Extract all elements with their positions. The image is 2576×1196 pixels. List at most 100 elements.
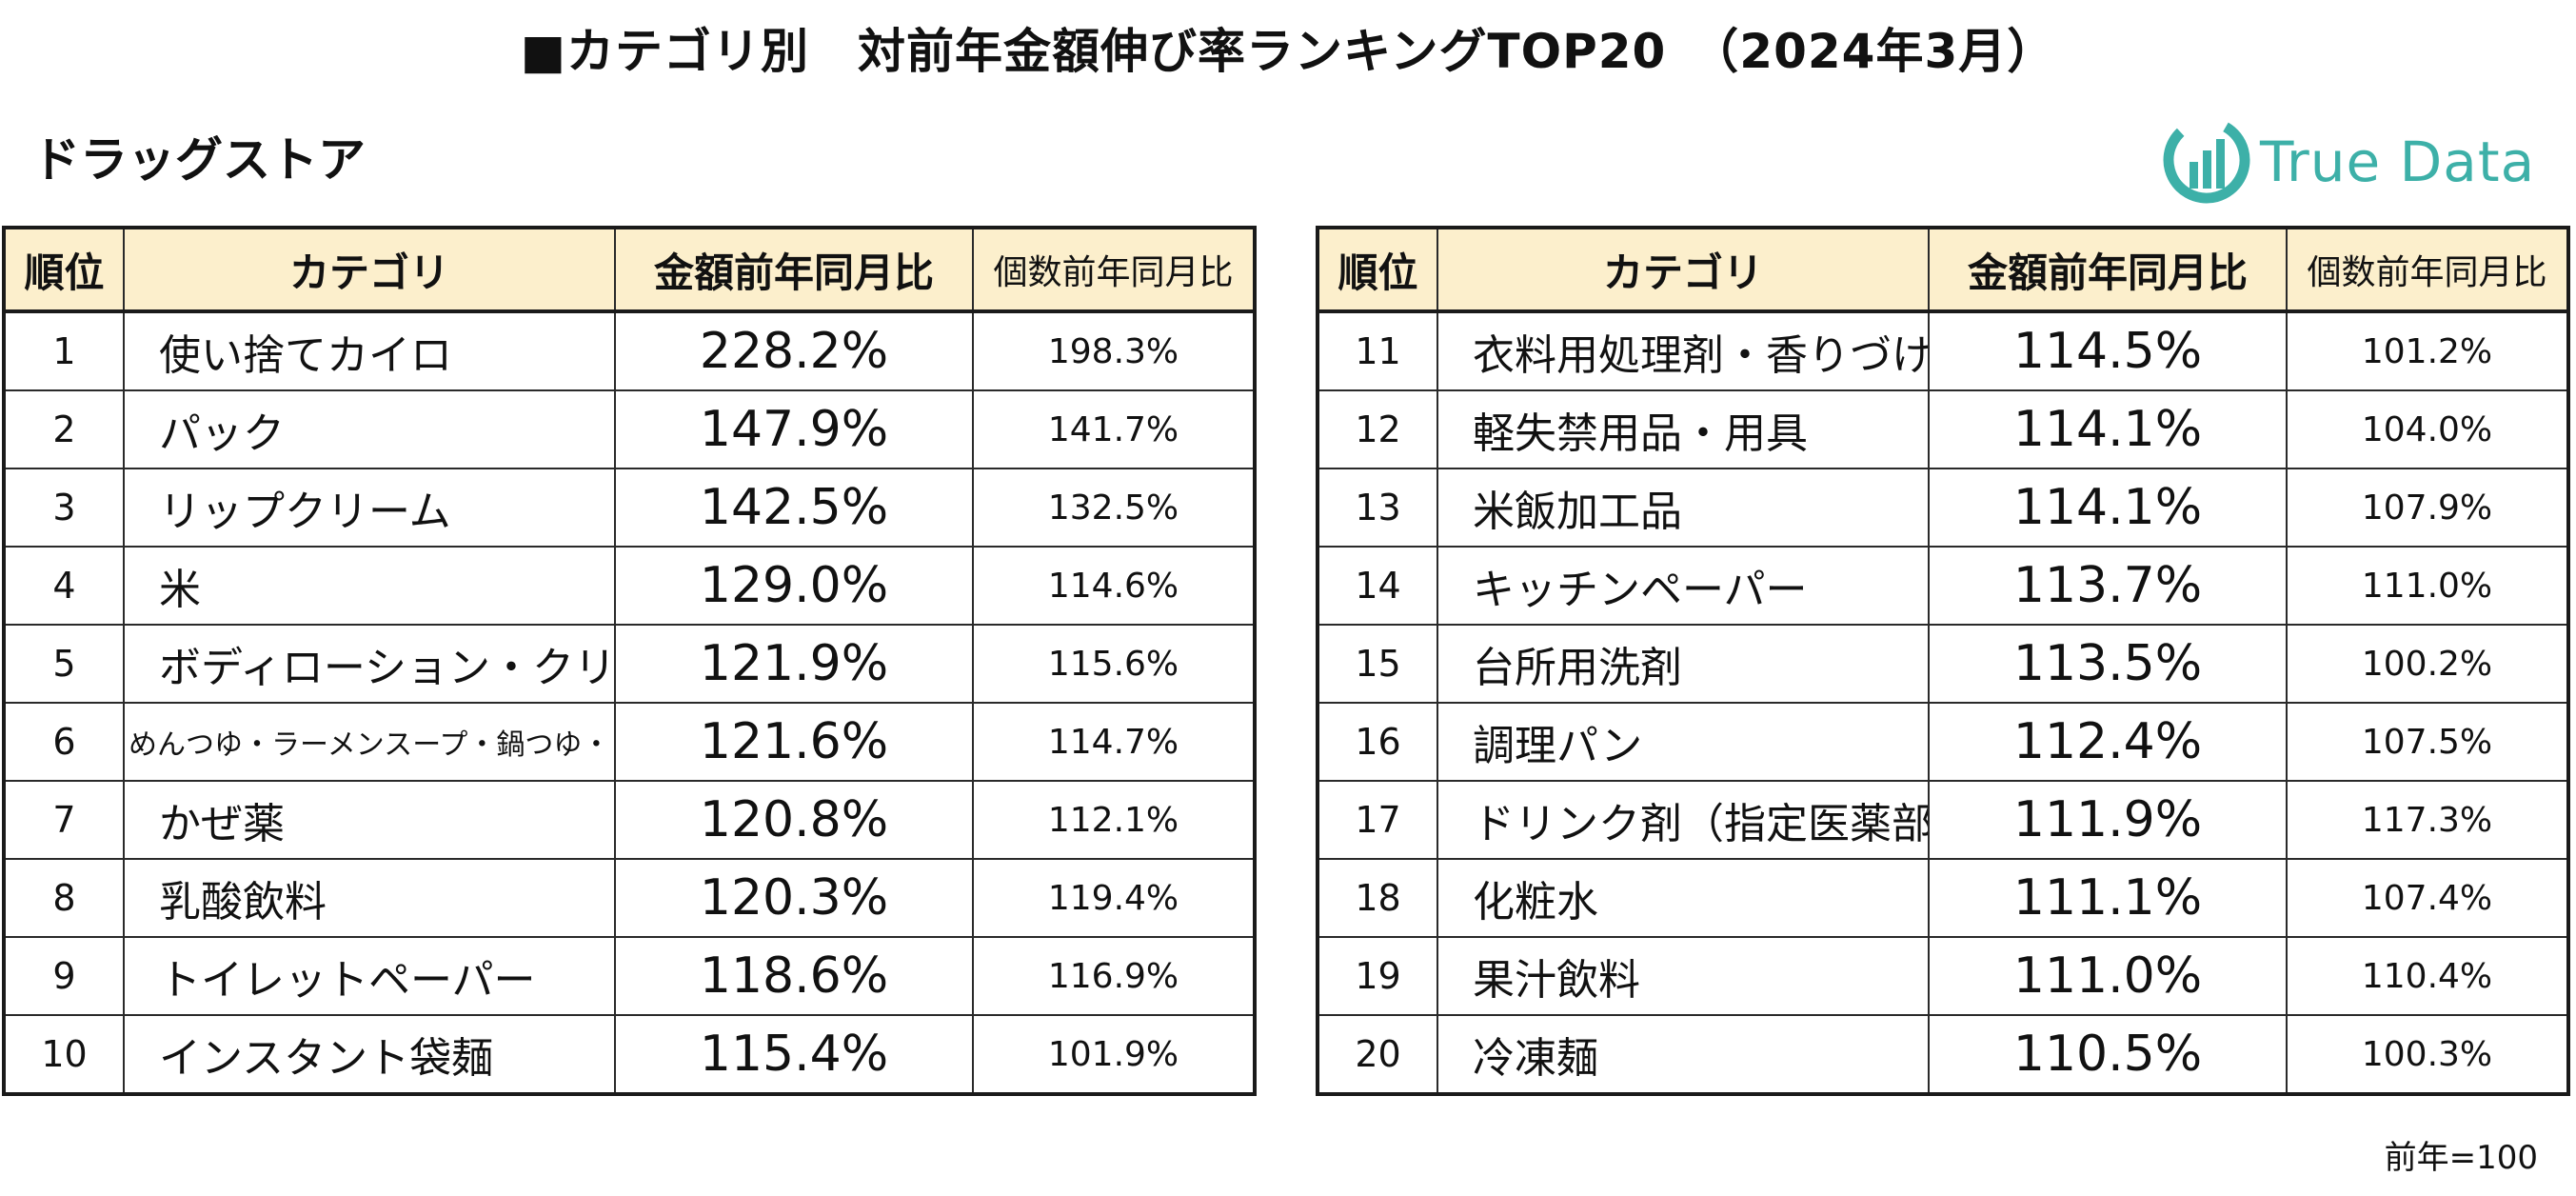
table-row: 19 果汁飲料 111.0% 110.4% [1317, 936, 2569, 1016]
amount-yoy-cell: 114.1% [1928, 468, 2288, 548]
table-row: 3 リップクリーム 142.5% 132.5% [3, 468, 1256, 548]
category-cell: めんつゆ・ラーメンスープ・鍋つゆ・白だし [123, 702, 616, 782]
category-cell: トイレットペーパー [123, 936, 616, 1016]
header-amount-yoy: 金額前年同月比 [614, 227, 974, 313]
category-cell: 使い捨てカイロ [123, 310, 616, 391]
rank-cell: 10 [3, 1014, 125, 1095]
rank-cell: 4 [3, 546, 125, 626]
amount-yoy-cell: 129.0% [614, 546, 974, 626]
rank-cell: 15 [1317, 624, 1438, 704]
category-cell: 軽失禁用品・用具 [1437, 389, 1930, 469]
header-quantity-yoy: 個数前年同月比 [972, 227, 1256, 313]
header-category: カテゴリ [1437, 227, 1930, 313]
category-cell: 果汁飲料 [1437, 936, 1930, 1016]
amount-yoy-cell: 121.6% [614, 702, 974, 782]
category-cell: キッチンペーパー [1437, 546, 1930, 626]
header-rank: 順位 [3, 227, 125, 313]
category-cell: 調理パン [1437, 702, 1930, 782]
table-row: 15 台所用洗剤 113.5% 100.2% [1317, 624, 2569, 704]
rank-cell: 5 [3, 624, 125, 704]
table-row: 14 キッチンペーパー 113.7% 111.0% [1317, 546, 2569, 626]
rank-cell: 7 [3, 780, 125, 860]
ranking-table-right: 順位 カテゴリ 金額前年同月比 個数前年同月比 11 衣料用処理剤・香りづけ 114… [1316, 226, 2570, 1096]
ranking-table-left: 順位 カテゴリ 金額前年同月比 個数前年同月比 1 使い捨てカイロ 228.2% 19… [2, 226, 1257, 1096]
rank-cell: 6 [3, 702, 125, 782]
table-row: 13 米飯加工品 114.1% 107.9% [1317, 468, 2569, 548]
quantity-yoy-cell: 107.9% [2286, 468, 2569, 548]
quantity-yoy-cell: 119.4% [972, 858, 1256, 938]
header-category: カテゴリ [123, 227, 616, 313]
rank-cell: 20 [1317, 1014, 1438, 1095]
amount-yoy-cell: 228.2% [614, 310, 974, 391]
quantity-yoy-cell: 114.7% [972, 702, 1256, 782]
table-row: 20 冷凍麺 110.5% 100.3% [1317, 1014, 2569, 1095]
table-row: 8 乳酸飲料 120.3% 119.4% [3, 858, 1256, 938]
category-cell: パック [123, 389, 616, 469]
category-cell: 米 [123, 546, 616, 626]
amount-yoy-cell: 118.6% [614, 936, 974, 1016]
quantity-yoy-cell: 198.3% [972, 310, 1256, 391]
category-cell: 台所用洗剤 [1437, 624, 1930, 704]
quantity-yoy-cell: 107.5% [2286, 702, 2569, 782]
rank-cell: 2 [3, 389, 125, 469]
quantity-yoy-cell: 101.2% [2286, 310, 2569, 391]
header-quantity-yoy: 個数前年同月比 [2286, 227, 2569, 313]
rank-cell: 9 [3, 936, 125, 1016]
quantity-yoy-cell: 114.6% [972, 546, 1256, 626]
amount-yoy-cell: 113.5% [1928, 624, 2288, 704]
amount-yoy-cell: 114.1% [1928, 389, 2288, 469]
rank-cell: 16 [1317, 702, 1438, 782]
table-row: 2 パック 147.9% 141.7% [3, 389, 1256, 469]
quantity-yoy-cell: 115.6% [972, 624, 1256, 704]
amount-yoy-cell: 112.4% [1928, 702, 2288, 782]
quantity-yoy-cell: 116.9% [972, 936, 1256, 1016]
rank-cell: 18 [1317, 858, 1438, 938]
table-row: 7 かぜ薬 120.8% 112.1% [3, 780, 1256, 860]
footnote: 前年=100 [2384, 1139, 2538, 1177]
table-row: 18 化粧水 111.1% 107.4% [1317, 858, 2569, 938]
rank-cell: 17 [1317, 780, 1438, 860]
amount-yoy-cell: 111.9% [1928, 780, 2288, 860]
header-rank: 順位 [1317, 227, 1438, 313]
rank-cell: 11 [1317, 310, 1438, 391]
amount-yoy-cell: 111.0% [1928, 936, 2288, 1016]
amount-yoy-cell: 111.1% [1928, 858, 2288, 938]
quantity-yoy-cell: 132.5% [972, 468, 1256, 548]
bar-chart-circle-icon [2163, 116, 2250, 204]
category-cell: ドリンク剤（指定医薬部外品） [1437, 780, 1930, 860]
quantity-yoy-cell: 112.1% [972, 780, 1256, 860]
quantity-yoy-cell: 110.4% [2286, 936, 2569, 1016]
rank-cell: 3 [3, 468, 125, 548]
rank-cell: 1 [3, 310, 125, 391]
table-header-row: 順位 カテゴリ 金額前年同月比 個数前年同月比 [1317, 227, 2569, 313]
quantity-yoy-cell: 107.4% [2286, 858, 2569, 938]
table-header-row: 順位 カテゴリ 金額前年同月比 個数前年同月比 [3, 227, 1256, 313]
category-cell: インスタント袋麺 [123, 1014, 616, 1095]
amount-yoy-cell: 147.9% [614, 389, 974, 469]
category-cell: 冷凍麺 [1437, 1014, 1930, 1095]
channel-subtitle: ドラッグストア [32, 132, 366, 188]
category-cell: かぜ薬 [123, 780, 616, 860]
logo-text: True Data [2260, 130, 2536, 194]
quantity-yoy-cell: 117.3% [2286, 780, 2569, 860]
table-row: 9 トイレットペーパー 118.6% 116.9% [3, 936, 1256, 1016]
quantity-yoy-cell: 100.3% [2286, 1014, 2569, 1095]
table-row: 4 米 129.0% 114.6% [3, 546, 1256, 626]
table-row: 1 使い捨てカイロ 228.2% 198.3% [3, 310, 1256, 391]
amount-yoy-cell: 110.5% [1928, 1014, 2288, 1095]
table-row: 11 衣料用処理剤・香りづけ 114.5% 101.2% [1317, 310, 2569, 391]
table-row: 12 軽失禁用品・用具 114.1% 104.0% [1317, 389, 2569, 469]
rank-cell: 12 [1317, 389, 1438, 469]
amount-yoy-cell: 142.5% [614, 468, 974, 548]
quantity-yoy-cell: 101.9% [972, 1014, 1256, 1095]
category-cell: 米飯加工品 [1437, 468, 1930, 548]
true-data-logo: True Data [2161, 114, 2542, 209]
rank-cell: 8 [3, 858, 125, 938]
amount-yoy-cell: 120.3% [614, 858, 974, 938]
rank-cell: 14 [1317, 546, 1438, 626]
amount-yoy-cell: 115.4% [614, 1014, 974, 1095]
category-cell: 化粧水 [1437, 858, 1930, 938]
